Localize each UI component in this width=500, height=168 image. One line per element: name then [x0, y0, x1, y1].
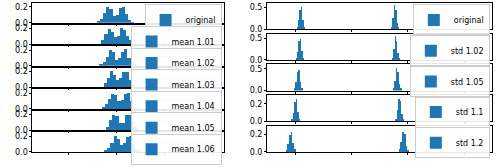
svg-text:0.5: 0.5 — [250, 34, 263, 43]
svg-text:0.0: 0.0 — [250, 148, 263, 157]
svg-text:0.0: 0.0 — [250, 86, 263, 95]
svg-text:std 1.02: std 1.02 — [451, 47, 484, 56]
svg-text:0.0: 0.0 — [15, 83, 28, 92]
svg-text:0.0: 0.0 — [15, 19, 28, 28]
svg-text:original: original — [186, 16, 216, 25]
svg-text:mean 1.06: mean 1.06 — [172, 145, 215, 154]
svg-text:0.0: 0.0 — [250, 117, 263, 126]
svg-text:mean 1.04: mean 1.04 — [172, 102, 215, 111]
svg-text:0.2: 0.2 — [15, 46, 28, 55]
svg-text:0.2: 0.2 — [15, 67, 28, 76]
svg-text:0.0: 0.0 — [250, 25, 263, 34]
svg-text:original: original — [454, 16, 484, 25]
svg-text:0.5: 0.5 — [250, 3, 263, 12]
svg-text:0.0: 0.0 — [15, 40, 28, 49]
svg-text:mean 1.05: mean 1.05 — [172, 124, 215, 133]
svg-text:mean 1.02: mean 1.02 — [172, 59, 215, 68]
svg-text:0.0: 0.0 — [250, 56, 263, 65]
svg-text:std 1.05: std 1.05 — [451, 77, 484, 86]
svg-text:0.2: 0.2 — [15, 110, 28, 119]
svg-text:std 1.1: std 1.1 — [456, 108, 484, 117]
svg-text:0.0: 0.0 — [15, 105, 28, 114]
svg-text:0.0: 0.0 — [15, 126, 28, 135]
svg-text:mean 1.03: mean 1.03 — [172, 81, 215, 90]
svg-text:0.5: 0.5 — [250, 65, 263, 74]
svg-text:0.2: 0.2 — [15, 3, 28, 12]
svg-text:mean 1.01: mean 1.01 — [172, 38, 215, 47]
svg-text:std 1.2: std 1.2 — [456, 139, 484, 148]
svg-text:0.0: 0.0 — [15, 148, 28, 157]
svg-text:0.2: 0.2 — [250, 100, 263, 109]
svg-text:0.0: 0.0 — [15, 62, 28, 71]
svg-text:0.2: 0.2 — [15, 24, 28, 33]
svg-text:0.2: 0.2 — [250, 130, 263, 139]
svg-text:0.2: 0.2 — [15, 132, 28, 141]
svg-text:0.2: 0.2 — [15, 89, 28, 98]
